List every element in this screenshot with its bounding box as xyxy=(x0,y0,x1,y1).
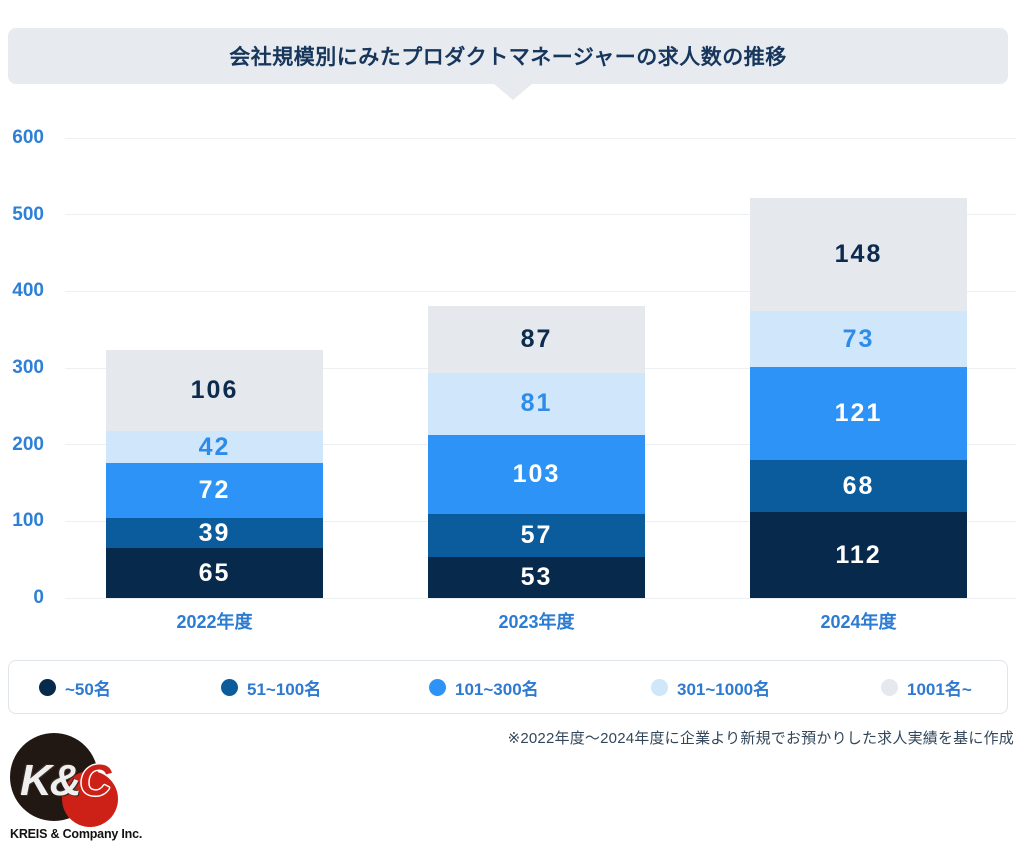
bar-segment-51~100名: 68 xyxy=(750,460,967,513)
segment-value-label: 39 xyxy=(198,518,231,547)
segment-value-label: 121 xyxy=(834,399,883,428)
y-axis-tick-label: 200 xyxy=(12,433,44,455)
y-axis-tick-label: 300 xyxy=(12,357,44,378)
bar-segment-101~300名: 103 xyxy=(428,434,645,514)
bar-segment-~50名: 65 xyxy=(106,548,323,598)
chart-title: 会社規模別にみたプロダクトマネージャーの求人数の推移 xyxy=(229,46,787,69)
x-axis-label-2023年度: 2023年度 xyxy=(498,612,575,632)
legend-item-101~300名: 101~300名 xyxy=(429,661,539,713)
logo-red-circle xyxy=(62,771,118,827)
y-axis-tick-label: 400 xyxy=(12,280,44,302)
legend-dot-icon xyxy=(651,678,668,696)
legend-item-~50名: ~50名 xyxy=(39,661,111,713)
legend-item-51~100名: 51~100名 xyxy=(221,661,321,713)
legend-label: 1001名~ xyxy=(907,679,972,699)
bar-2022年度: 65 39 72 42 106 xyxy=(106,349,323,598)
segment-value-label: 57 xyxy=(520,521,553,550)
bar-segment-301~1000名: 81 xyxy=(428,372,645,435)
bar-segment-1001名~: 148 xyxy=(750,197,967,312)
logo-monogram-left: K& xyxy=(20,756,82,805)
legend-label: 51~100名 xyxy=(247,679,322,699)
bar-segment-301~1000名: 73 xyxy=(750,311,967,368)
banner-pointer-triangle xyxy=(494,84,532,100)
gridline-500 xyxy=(65,214,1016,216)
gridline-600 xyxy=(65,137,1016,139)
segment-value-label: 42 xyxy=(198,432,231,461)
gridline-400 xyxy=(65,290,1016,292)
source-note: ※2022年度～2024年度に企業より新規でお預かりした求人実績を基に作成 xyxy=(507,730,1014,747)
legend-label: 301~1000名 xyxy=(677,679,771,699)
y-axis-tick-label: 0 xyxy=(33,587,44,608)
segment-value-label: 68 xyxy=(842,471,875,500)
bar-segment-1001名~: 87 xyxy=(428,305,645,373)
logo-monogram-right: C xyxy=(79,756,112,805)
segment-value-label: 103 xyxy=(512,459,561,488)
y-axis-tick-label: 100 xyxy=(12,510,44,532)
logo-company-name: KREIS & Company Inc. xyxy=(10,827,143,841)
gridline-0 xyxy=(65,597,1016,599)
legend: ~50名 51~100名 101~300名 301~1000名 1001名~ xyxy=(8,660,1008,714)
legend-item-301~1000名: 301~1000名 xyxy=(651,661,770,713)
segment-value-label: 112 xyxy=(835,540,882,569)
legend-dot-icon xyxy=(429,678,446,696)
bar-segment-~50名: 112 xyxy=(750,512,967,598)
bar-segment-301~1000名: 42 xyxy=(106,430,323,464)
segment-value-label: 106 xyxy=(190,375,239,404)
bar-segment-1001名~: 106 xyxy=(106,349,323,431)
segment-value-label: 53 xyxy=(520,563,553,592)
logo-monogram: K&C xyxy=(20,756,112,805)
legend-label: 101~300名 xyxy=(455,679,539,699)
segment-value-label: 72 xyxy=(198,476,231,505)
kreis-company-logo: K&C KREIS & Company Inc. xyxy=(10,733,170,843)
plot-area: 0 100 200 300 400 500 600 65 39 72 42 106 2022年度 53 57… xyxy=(0,127,1024,632)
segment-value-label: 73 xyxy=(842,324,875,353)
bar-2024年度: 112 68 121 73 148 xyxy=(750,197,967,598)
segment-value-label: 87 xyxy=(520,324,553,353)
legend-dot-icon xyxy=(881,678,898,696)
bar-segment-~50名: 53 xyxy=(428,557,645,598)
y-axis-tick-label: 500 xyxy=(12,203,44,225)
legend-label: ~50名 xyxy=(65,679,111,699)
y-axis-tick-label: 600 xyxy=(12,127,44,148)
x-axis-label-2024年度: 2024年度 xyxy=(820,612,897,632)
bar-segment-101~300名: 121 xyxy=(750,367,967,461)
title-banner: 会社規模別にみたプロダクトマネージャーの求人数の推移 xyxy=(8,28,1008,84)
bar-2023年度: 53 57 103 81 87 xyxy=(428,305,645,598)
segment-value-label: 65 xyxy=(198,558,231,587)
bar-segment-51~100名: 57 xyxy=(428,513,645,558)
x-axis-label-2022年度: 2022年度 xyxy=(176,612,253,632)
legend-item-1001名~: 1001名~ xyxy=(881,661,972,713)
legend-dot-icon xyxy=(221,678,238,696)
segment-value-label: 148 xyxy=(834,240,883,269)
segment-value-label: 81 xyxy=(520,389,553,418)
legend-dot-icon xyxy=(39,678,56,696)
bar-segment-51~100名: 39 xyxy=(106,518,323,549)
bar-segment-101~300名: 72 xyxy=(106,463,323,519)
